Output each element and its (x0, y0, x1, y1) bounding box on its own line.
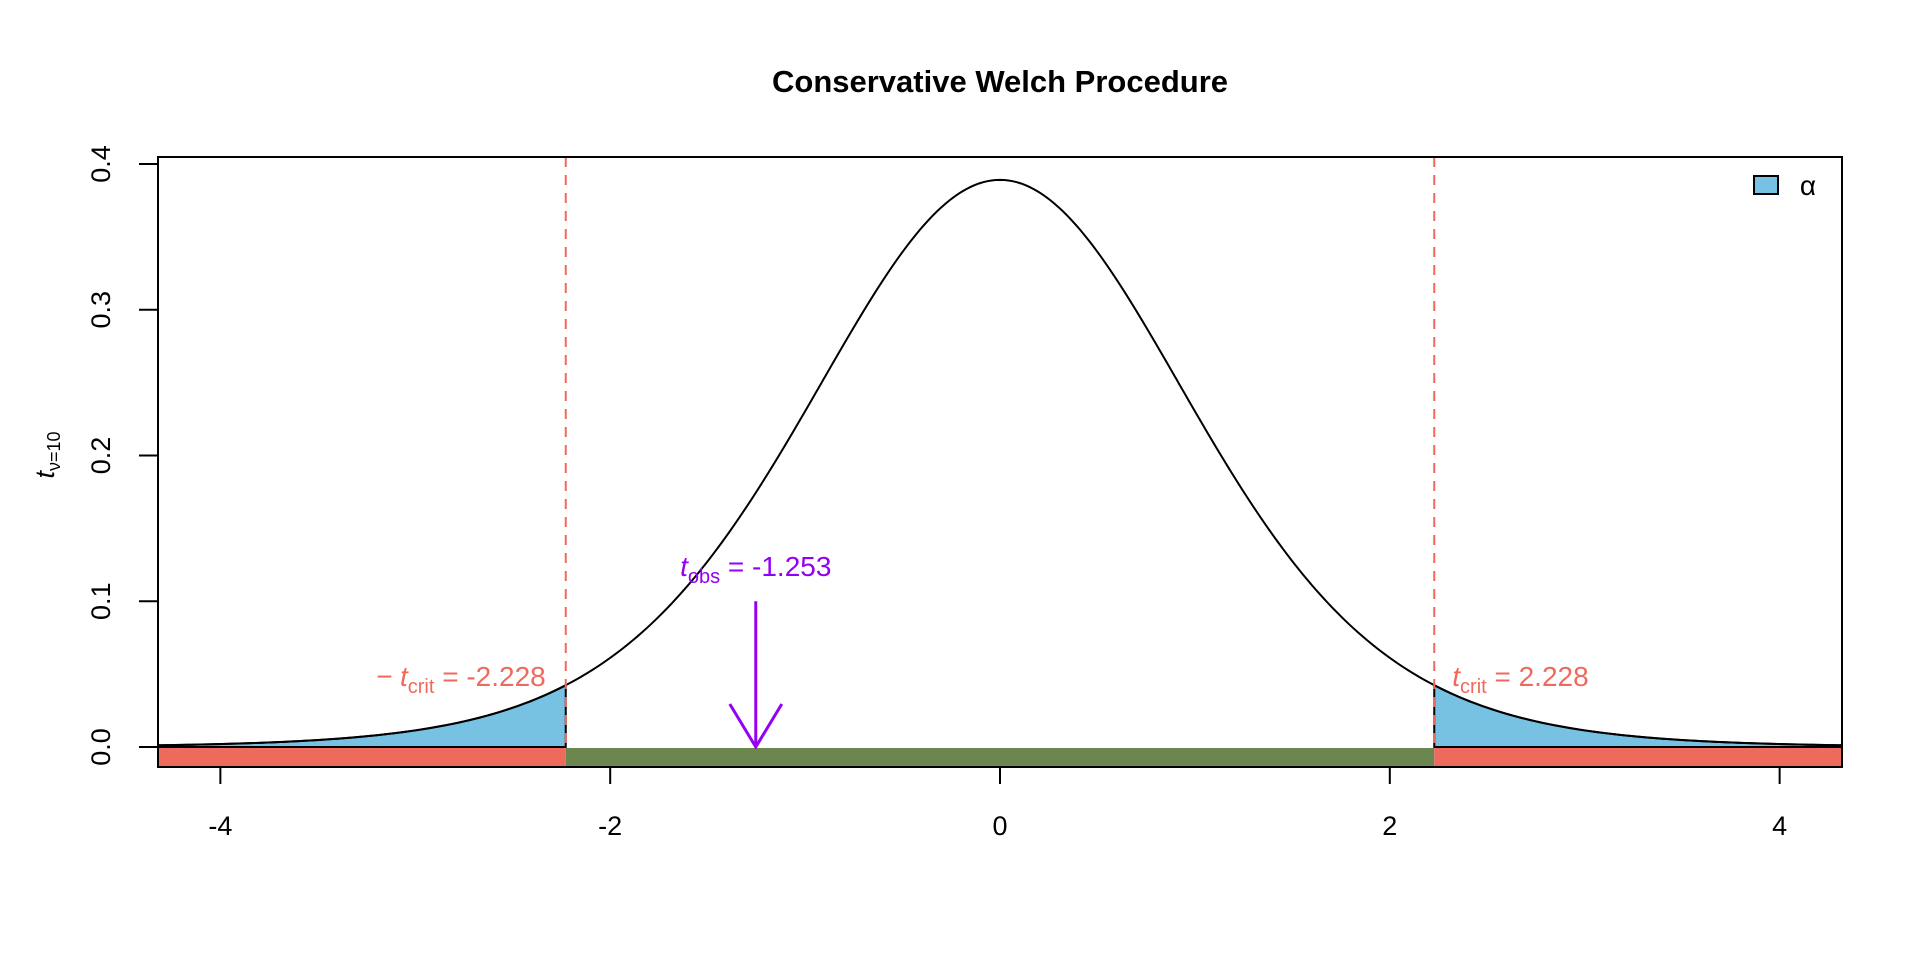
x-tick-label: 4 (1772, 811, 1787, 841)
y-tick-label: 0.3 (86, 291, 116, 329)
legend-label-alpha: α (1800, 170, 1816, 201)
x-tick-label: 2 (1382, 811, 1397, 841)
alpha-region-left (157, 683, 567, 748)
chart-title: Conservative Welch Procedure (772, 64, 1228, 99)
y-tick-label: 0.4 (86, 145, 116, 183)
t-obs-label: tobs = -1.253 (680, 551, 831, 588)
y-tick-label: 0.1 (86, 582, 116, 620)
region-acceptance (565, 748, 1435, 767)
y-axis-label: tν=10 (30, 431, 64, 478)
alpha-region-right (1433, 683, 1843, 748)
density-curve (157, 178, 1843, 747)
x-tick-label: -2 (598, 811, 622, 841)
x-tick-label: 0 (992, 811, 1007, 841)
plot-area: -4 -2 0 2 4 0.0 0.1 0.2 0.3 0.4 − tcrit = -2.228 tc… (86, 145, 1843, 841)
t-obs-arrow-head (728, 703, 784, 750)
region-rejection-left (158, 748, 566, 767)
y-tick-label: 0.0 (86, 728, 116, 766)
pos-crit-label: tcrit = 2.228 (1452, 661, 1588, 698)
region-rejection-right (1434, 748, 1842, 767)
neg-crit-label: − tcrit = -2.228 (376, 661, 546, 698)
x-tick-label: -4 (208, 811, 232, 841)
legend-swatch-alpha (1753, 175, 1779, 195)
y-tick-label: 0.2 (86, 437, 116, 475)
